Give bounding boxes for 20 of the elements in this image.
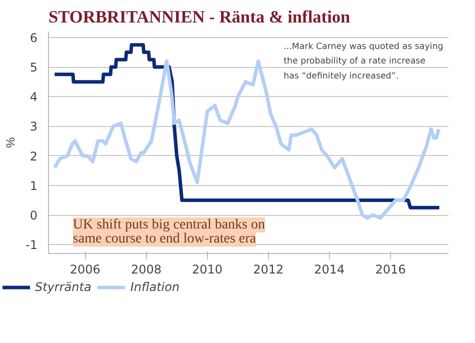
legend-label: Inflation: [130, 280, 180, 294]
y-tick-label: -1: [26, 238, 38, 252]
y-tick-label: 4: [30, 90, 38, 104]
y-tick-label: 0: [30, 208, 38, 223]
x-tick-label: 2016: [375, 262, 406, 276]
annotation: ...Mark Carney was quoted as saying the probability of a rate increase has “definitely increased”.: [284, 42, 444, 82]
y-tick-label: 2: [30, 149, 38, 164]
x-tick-label: 2014: [314, 262, 345, 276]
x-tick-label: 2012: [253, 262, 284, 276]
x-tick-label: 2010: [192, 262, 223, 276]
legend-label: Styrränta: [35, 280, 92, 294]
y-tick-label: 5: [30, 60, 38, 75]
x-tick-label: 2006: [70, 262, 100, 276]
chart-title: STORBRITANNIEN - Ränta & inflation: [48, 8, 351, 26]
annotation: UK shift puts big central banks on same course to end low-rates era: [72, 217, 266, 247]
y-tick-label: 3: [30, 120, 38, 134]
y-tick-label: 1: [30, 178, 38, 193]
y-axis-title: %: [4, 136, 18, 148]
x-tick-label: 2008: [130, 262, 162, 276]
y-tick-label: 6: [30, 30, 38, 45]
